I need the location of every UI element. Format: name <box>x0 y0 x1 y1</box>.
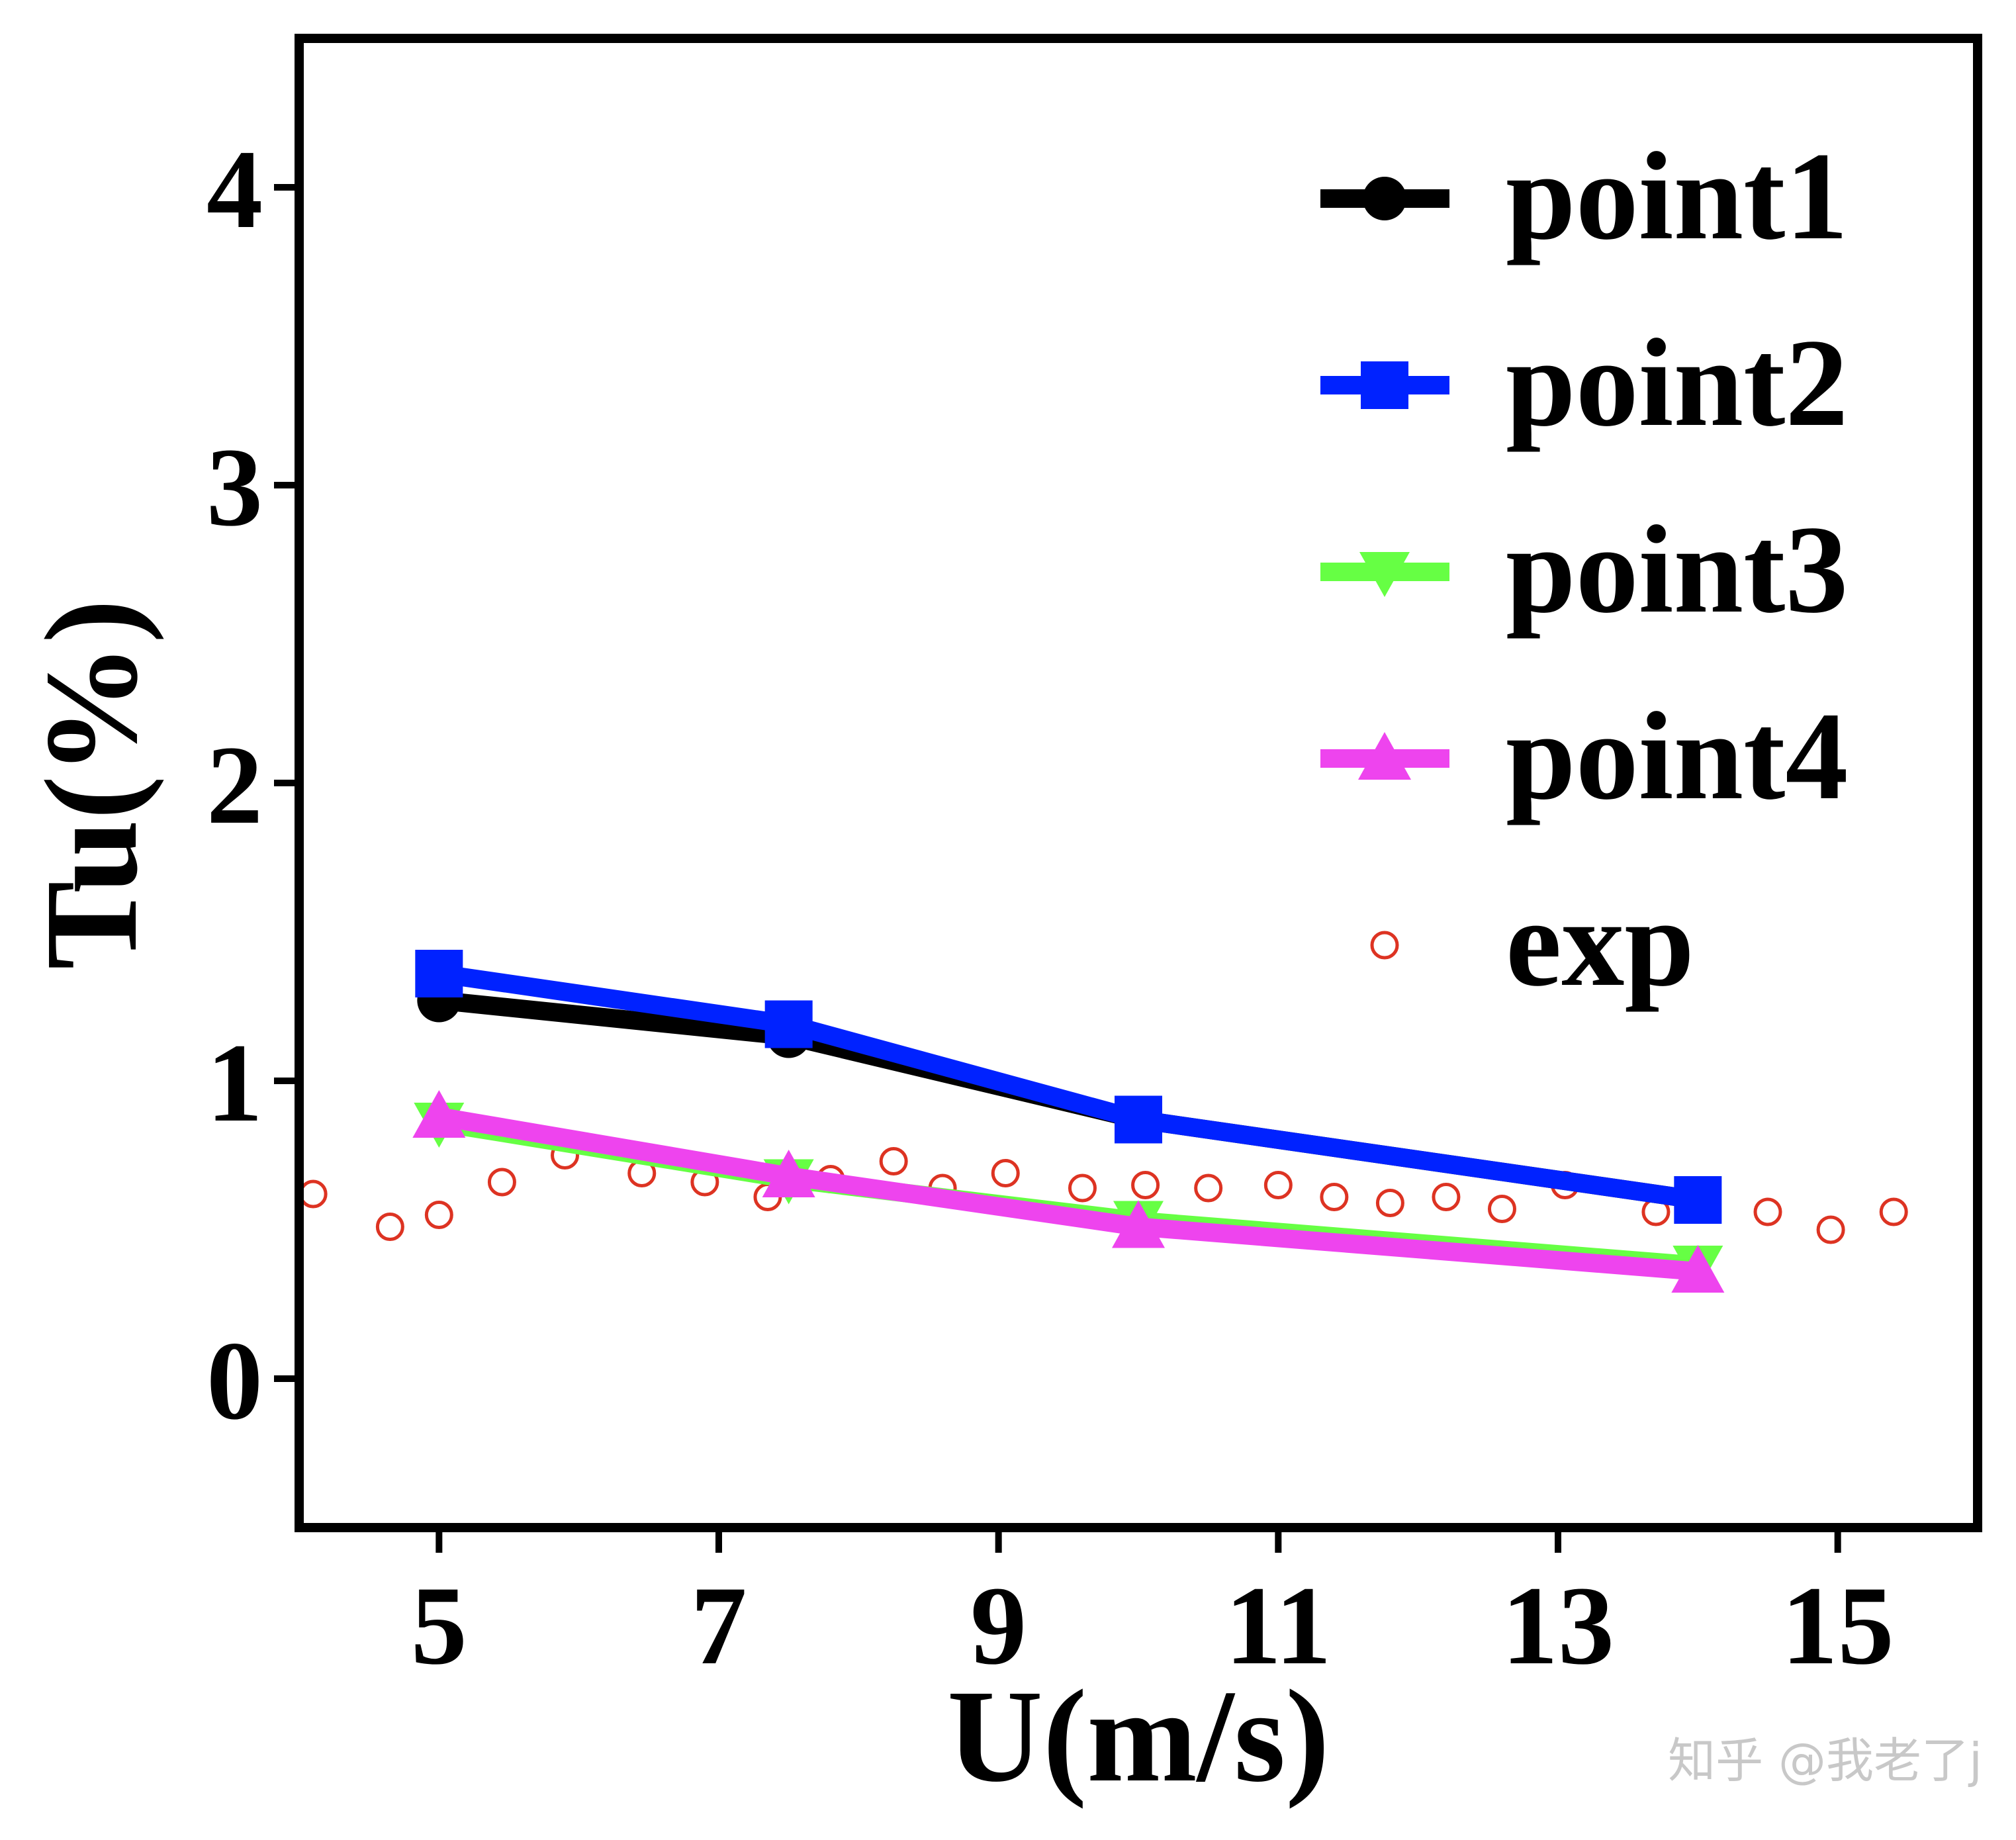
ticks-layer: 5 7 9 11 13 15 0 1 2 3 4 <box>206 127 1894 1688</box>
watermark: 知乎 @我老了j <box>1668 1733 1982 1788</box>
legend-label-exp: exp <box>1506 874 1694 1013</box>
data-point-point4 <box>412 1090 466 1138</box>
legend-label-point3: point3 <box>1506 500 1848 639</box>
y-tick-label: 2 <box>206 723 263 847</box>
data-point-exp <box>1068 1173 1097 1203</box>
data-point-exp <box>1320 1183 1349 1211</box>
data-point-exp <box>1263 1171 1293 1199</box>
series-layer <box>299 950 1908 1293</box>
data-point-point2 <box>764 1000 813 1048</box>
legend-marker-point4 <box>1358 732 1411 780</box>
y-tick-label: 4 <box>206 127 263 252</box>
data-point-exp <box>879 1147 908 1175</box>
data-point-exp <box>1753 1197 1782 1226</box>
x-tick-label: 11 <box>1225 1563 1332 1688</box>
y-tick-label: 1 <box>206 1021 263 1145</box>
data-point-point2 <box>1674 1176 1722 1224</box>
data-point-point2 <box>1115 1095 1162 1144</box>
legend-label-point2: point2 <box>1506 314 1848 453</box>
series-point4 <box>412 1090 1725 1293</box>
x-tick-label: 5 <box>411 1563 467 1688</box>
series-point2 <box>415 950 1722 1224</box>
y-tick-label: 0 <box>206 1318 263 1443</box>
data-point-exp <box>1432 1183 1461 1211</box>
data-point-exp <box>424 1201 453 1229</box>
data-point-point4 <box>1112 1200 1165 1248</box>
series-line-point2 <box>437 964 1700 1209</box>
data-point-exp <box>1816 1215 1845 1244</box>
legend-marker-point2 <box>1361 361 1408 409</box>
legend-marker-point3 <box>1359 552 1410 597</box>
x-tick-label: 7 <box>691 1563 747 1688</box>
legend: point1 point2 point3 point4 exp <box>1320 127 1848 1013</box>
data-point-exp <box>1487 1195 1516 1223</box>
legend-item-point1: point1 <box>1320 127 1848 266</box>
legend-item-point3: point3 <box>1320 500 1848 639</box>
data-point-exp <box>1879 1197 1908 1226</box>
series-line-point4 <box>437 1107 1699 1281</box>
x-tick-label: 13 <box>1502 1563 1614 1688</box>
data-point-exp <box>1375 1189 1404 1217</box>
legend-item-point2: point2 <box>1320 314 1848 453</box>
legend-item-exp: exp <box>1370 874 1694 1013</box>
data-point-point4 <box>1671 1245 1725 1293</box>
data-point-exp <box>487 1168 516 1197</box>
x-axis-title: U(m/s) <box>947 1663 1330 1810</box>
legend-marker-exp <box>1370 931 1399 960</box>
data-point-exp <box>1131 1171 1160 1199</box>
y-tick-label: 3 <box>206 425 263 549</box>
legend-label-point1: point1 <box>1506 127 1848 266</box>
x-tick-label: 15 <box>1782 1563 1894 1688</box>
data-point-exp <box>375 1213 404 1241</box>
data-point-point2 <box>415 950 463 997</box>
data-point-exp <box>1194 1173 1223 1203</box>
x-tick-label: 9 <box>970 1563 1027 1688</box>
data-point-point4 <box>762 1150 815 1197</box>
data-point-exp <box>991 1159 1020 1187</box>
legend-item-point4: point4 <box>1320 687 1848 826</box>
y-axis-title: Tu(%) <box>19 599 165 969</box>
legend-marker-point1 <box>1363 177 1406 220</box>
legend-label-point4: point4 <box>1506 687 1848 826</box>
